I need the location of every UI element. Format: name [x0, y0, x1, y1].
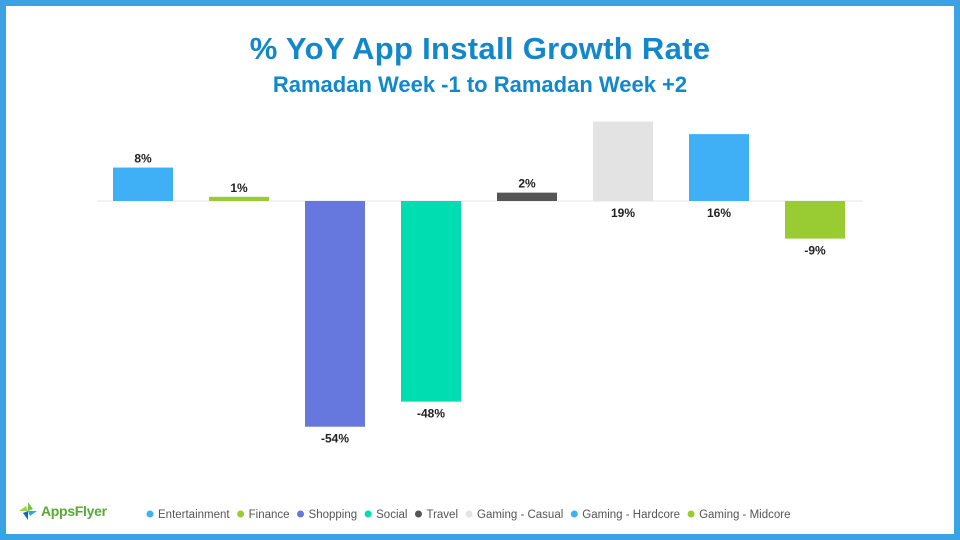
legend-item-shopping: Shopping	[309, 509, 358, 521]
legend-marker-gaming-casual	[465, 510, 473, 518]
bar-shopping	[305, 201, 365, 427]
bar-gaming-casual	[593, 121, 653, 201]
bar-entertainment	[113, 167, 173, 201]
bar-finance	[209, 196, 269, 201]
chart-subtitle: Ramadan Week -1 to Ramadan Week +2	[272, 72, 688, 97]
legend-marker-finance	[237, 510, 245, 518]
legend-item-travel: Travel	[426, 509, 458, 521]
legend: Entertainment Finance Shopping Social Travel…	[146, 509, 790, 521]
appsflyer-logo: AppsFlyer	[17, 500, 107, 522]
legend-marker-entertainment	[146, 510, 154, 518]
data-label-social: -48%	[417, 407, 445, 421]
logo-text: AppsFlyer	[41, 503, 107, 519]
legend-marker-travel	[414, 510, 422, 518]
legend-item-gaming-casual: Gaming - Casual	[477, 509, 563, 521]
legend-marker-gaming-hardcore	[570, 510, 578, 518]
data-label-entertainment: 8%	[134, 152, 152, 166]
legend-item-entertainment: Entertainment	[158, 509, 230, 521]
bar-social	[401, 201, 461, 402]
legend-marker-social	[364, 510, 372, 518]
data-label-finance: 1%	[230, 181, 248, 195]
legend-item-gaming-hardcore: Gaming - Hardcore	[582, 509, 680, 521]
data-label-gaming-casual: 19%	[611, 206, 635, 220]
data-label-gaming-hardcore: 16%	[707, 206, 731, 220]
legend-marker-shopping	[297, 510, 305, 518]
data-label-gaming-midcore: -9%	[804, 244, 826, 258]
legend-item-gaming-midcore: Gaming - Midcore	[699, 509, 790, 521]
appsflyer-logo-icon	[19, 502, 37, 520]
legend-item-social: Social	[376, 509, 407, 521]
bar-gaming-hardcore	[689, 134, 749, 201]
bar-gaming-midcore	[785, 201, 845, 239]
data-label-shopping: -54%	[321, 432, 349, 446]
legend-marker-gaming-midcore	[687, 510, 695, 518]
bar-travel	[497, 192, 557, 201]
chart-title: % YoY App Install Growth Rate	[249, 31, 711, 66]
legend-item-finance: Finance	[249, 509, 290, 521]
data-label-travel: 2%	[518, 177, 536, 191]
